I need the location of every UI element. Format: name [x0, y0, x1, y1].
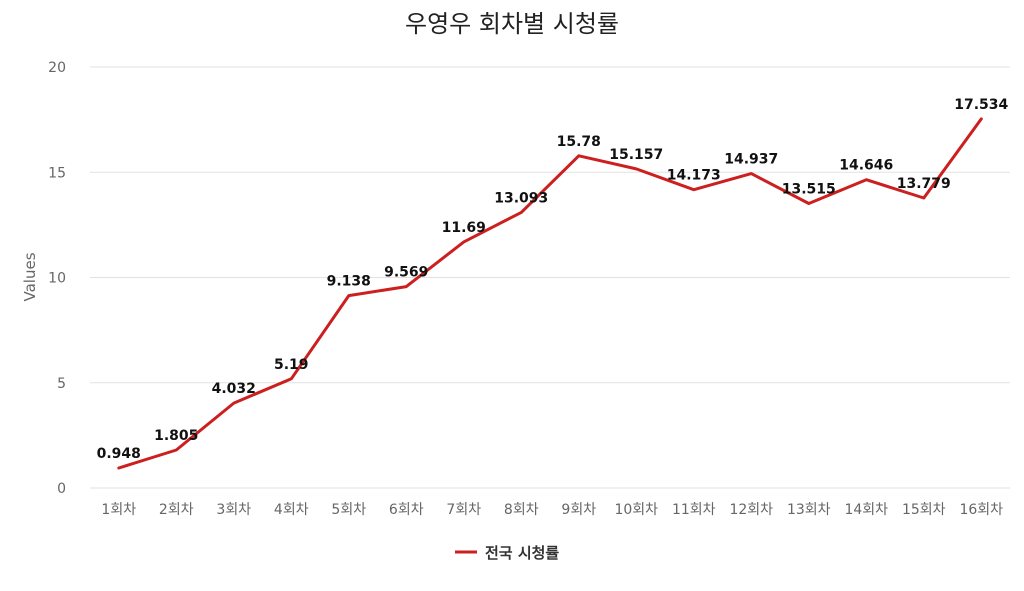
data-label: 9.138 [327, 274, 371, 290]
y-axis-ticks: 0 5 10 15 20 [48, 60, 66, 497]
x-tick-label: 16회차 [959, 502, 1003, 518]
y-tick-label: 5 [57, 376, 66, 392]
data-label: 17.534 [954, 97, 1008, 113]
x-tick-label: 4회차 [274, 502, 309, 518]
x-tick-label: 2회차 [159, 502, 194, 518]
data-label: 13.515 [782, 182, 836, 198]
data-label: 9.569 [384, 265, 428, 281]
data-label: 14.937 [724, 152, 778, 168]
y-tick-label: 10 [48, 271, 66, 287]
data-label: 4.032 [212, 381, 256, 397]
data-label: 13.093 [494, 190, 548, 206]
x-tick-label: 12회차 [729, 502, 773, 518]
data-label: 11.69 [442, 220, 486, 236]
data-label: 0.948 [97, 446, 141, 462]
x-tick-label: 15회차 [902, 502, 946, 518]
chart-title: 우영우 회차별 시청률 [405, 10, 619, 38]
legend[interactable]: 전국 시청률 [455, 544, 559, 562]
x-tick-label: 1회차 [101, 502, 136, 518]
x-tick-label: 5회차 [331, 502, 366, 518]
data-labels: 0.948 1.805 4.032 5.19 9.138 9.569 11.69 13.093… [97, 97, 1009, 462]
x-tick-label: 9회차 [561, 502, 596, 518]
y-tick-label: 0 [57, 481, 66, 497]
x-tick-label: 3회차 [216, 502, 251, 518]
data-label: 15.78 [557, 134, 601, 150]
y-axis-title: Values [21, 252, 39, 301]
data-label: 1.805 [154, 428, 198, 444]
x-tick-label: 13회차 [787, 502, 831, 518]
x-tick-label: 11회차 [672, 502, 716, 518]
legend-label: 전국 시청률 [485, 544, 559, 562]
x-axis-ticks: 1회차 2회차 3회차 4회차 5회차 6회차 7회차 8회차 9회차 10회차 11회차 12회차 1… [101, 502, 1003, 518]
y-tick-label: 15 [48, 165, 66, 181]
x-tick-label: 8회차 [504, 502, 539, 518]
series-lines [117, 117, 983, 470]
y-tick-label: 20 [48, 60, 66, 76]
series-line [117, 117, 983, 470]
data-label: 14.646 [839, 158, 893, 174]
gridlines [90, 66, 1010, 489]
x-tick-label: 7회차 [446, 502, 481, 518]
x-tick-label: 14회차 [844, 502, 888, 518]
data-label: 15.157 [609, 147, 663, 163]
data-label: 5.19 [274, 357, 309, 373]
x-tick-label: 10회차 [614, 502, 658, 518]
x-tick-label: 6회차 [389, 502, 424, 518]
data-label: 13.779 [897, 176, 951, 192]
data-label: 14.173 [667, 168, 721, 184]
